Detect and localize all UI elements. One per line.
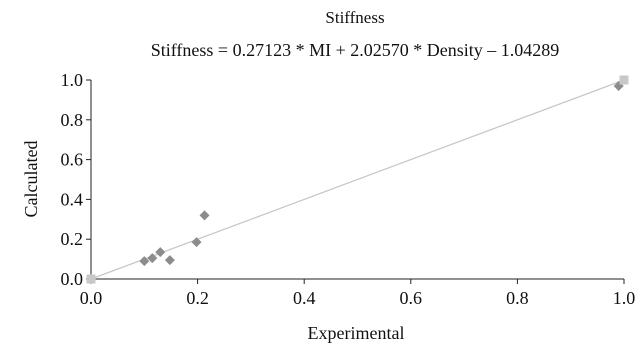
data-point-diamond — [147, 253, 158, 264]
data-point-diamond — [155, 247, 166, 258]
x-axis-label: Experimental — [308, 323, 405, 343]
x-tick-label: 0.4 — [293, 288, 316, 308]
y-tick-label: 0.0 — [61, 269, 84, 289]
x-tick-label: 1.0 — [613, 288, 636, 308]
data-point-diamond — [164, 255, 175, 266]
x-tick-label: 0.2 — [186, 288, 209, 308]
data-point-diamond — [139, 256, 150, 267]
plot-area: 0.0 0.2 0.4 0.6 0.8 1.0 0.0 0.2 0.4 0.6 0.8 1.0 — [61, 70, 636, 308]
y-tick-label: 0.4 — [61, 189, 84, 209]
y-tick-label: 0.2 — [61, 229, 84, 249]
reference-line — [90, 79, 625, 280]
data-point-diamond — [191, 237, 202, 248]
data-point-diamond — [199, 210, 210, 221]
y-tick-label: 1.0 — [61, 70, 84, 90]
y-tick-label: 0.8 — [61, 110, 84, 130]
chart-subtitle: Stiffness = 0.27123 * MI + 2.02570 * Den… — [151, 40, 559, 60]
x-tick-label: 0.6 — [400, 288, 423, 308]
y-axis-label: Calculated — [21, 141, 41, 218]
y-tick-label: 0.6 — [61, 150, 84, 170]
data-point-square — [619, 75, 629, 85]
x-tick-label: 0.0 — [80, 288, 103, 308]
data-point-square — [86, 274, 96, 284]
chart-title: Stiffness — [325, 8, 384, 27]
x-tick-label: 0.8 — [506, 288, 529, 308]
